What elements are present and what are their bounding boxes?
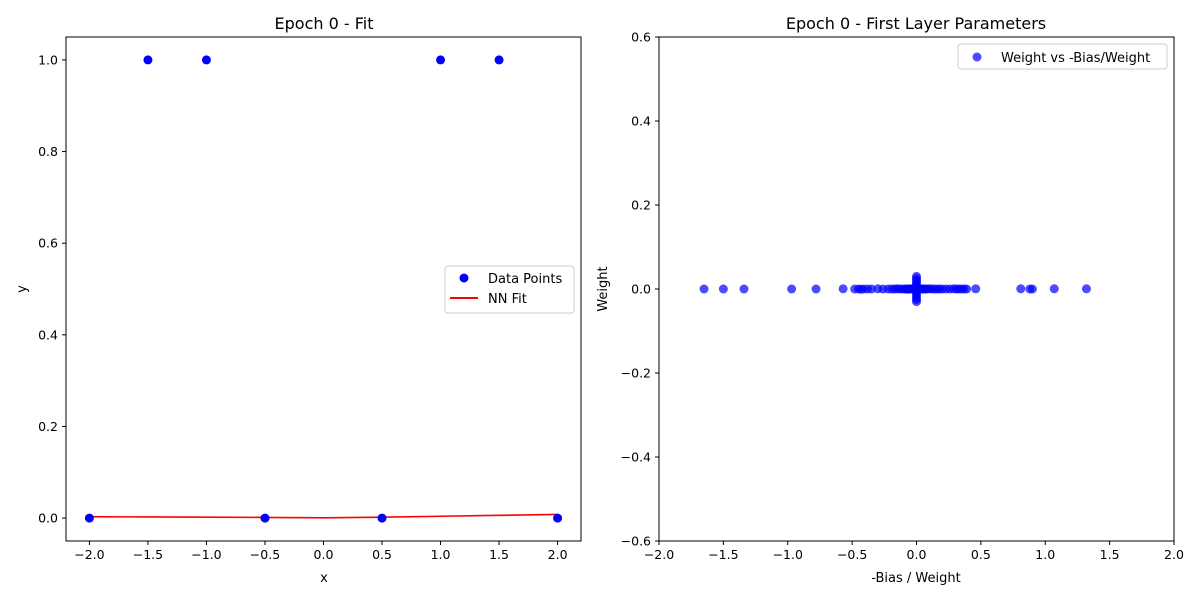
fit-chart-y-label: y xyxy=(15,285,30,293)
fit-chart: Epoch 0 - Fit −2.0 −1.5 −1.0 −0.5 0.0 0.5 1.0 1… xyxy=(15,14,582,586)
data-point xyxy=(143,55,153,65)
parameter-point xyxy=(1016,284,1026,294)
data-point xyxy=(436,55,446,65)
data-point xyxy=(377,513,387,523)
parameters-chart-legend-box xyxy=(957,43,1168,70)
legend-data-points-label: Data Points xyxy=(488,272,562,287)
y-tick-label: −0.2 xyxy=(621,366,651,381)
x-tick-label: −2.0 xyxy=(644,547,674,562)
x-tick-label: −1.0 xyxy=(191,547,221,562)
parameter-point xyxy=(866,284,876,294)
x-tick-label: −0.5 xyxy=(837,547,867,562)
parameter-point xyxy=(1049,284,1059,294)
fit-chart-x-label: x xyxy=(320,571,328,586)
nn-fit-line xyxy=(89,513,558,519)
x-tick-label: 1.5 xyxy=(1100,547,1120,562)
parameter-point xyxy=(1081,284,1091,294)
parameters-chart-title: Epoch 0 - First Layer Parameters xyxy=(786,14,1046,33)
y-tick-label: 0.4 xyxy=(38,327,58,342)
parameter-point xyxy=(787,284,797,294)
y-tick-label: 1.0 xyxy=(38,52,58,67)
x-tick-label: 0.0 xyxy=(314,547,334,562)
fit-chart-title: Epoch 0 - Fit xyxy=(275,14,374,33)
fit-chart-y-ticks: 0.0 0.2 0.4 0.6 0.8 1.0 xyxy=(38,52,66,526)
parameter-point xyxy=(811,284,821,294)
x-tick-label: 0.5 xyxy=(372,547,392,562)
data-point xyxy=(494,55,504,65)
y-tick-label: 0.8 xyxy=(38,144,58,159)
data-point xyxy=(553,513,563,523)
fit-chart-plot-area xyxy=(84,55,563,523)
x-tick-label: −0.5 xyxy=(250,547,280,562)
data-point xyxy=(260,513,270,523)
legend-weight-marker xyxy=(972,52,982,62)
data-point xyxy=(84,513,94,523)
fit-chart-x-ticks: −2.0 −1.5 −1.0 −0.5 0.0 0.5 1.0 1.5 2.0 xyxy=(74,541,568,562)
x-tick-label: −1.0 xyxy=(773,547,803,562)
x-tick-label: 0.5 xyxy=(971,547,991,562)
legend-data-points-marker xyxy=(459,273,469,283)
parameter-point xyxy=(912,297,921,307)
parameter-point xyxy=(838,284,848,294)
fit-chart-legend-box xyxy=(444,265,575,314)
x-tick-label: 1.0 xyxy=(431,547,451,562)
parameter-point xyxy=(718,284,728,294)
parameter-point xyxy=(1027,284,1037,294)
x-tick-label: 2.0 xyxy=(1164,547,1184,562)
y-tick-label: 0.0 xyxy=(38,511,58,526)
y-tick-label: 0.6 xyxy=(38,236,58,251)
parameters-chart-x-label: -Bias / Weight xyxy=(871,571,960,586)
y-tick-label: 0.2 xyxy=(631,198,651,213)
parameters-chart-plot-area xyxy=(699,271,1091,307)
y-tick-label: 0.0 xyxy=(631,282,651,297)
parameters-chart-legend: Weight vs -Bias/Weight xyxy=(957,43,1168,70)
parameters-chart-y-ticks: −0.6 −0.4 −0.2 0.0 0.2 0.4 0.6 xyxy=(621,30,659,549)
x-tick-label: 1.5 xyxy=(489,547,509,562)
x-tick-label: −1.5 xyxy=(708,547,738,562)
parameters-chart-y-label: Weight xyxy=(596,266,611,311)
x-tick-label: 2.0 xyxy=(548,547,568,562)
legend-nn-fit-label: NN Fit xyxy=(488,292,527,307)
legend-weight-label: Weight vs -Bias/Weight xyxy=(1001,51,1150,66)
parameters-chart-x-ticks: −2.0 −1.5 −1.0 −0.5 0.0 0.5 1.0 1.5 2.0 xyxy=(644,541,1184,562)
parameters-chart: Epoch 0 - First Layer Parameters −2.0 −1.… xyxy=(596,14,1184,586)
y-tick-label: 0.6 xyxy=(631,30,651,45)
x-tick-label: 1.0 xyxy=(1035,547,1055,562)
parameter-point xyxy=(739,284,749,294)
fit-chart-legend: Data Points NN Fit xyxy=(444,265,575,314)
x-tick-label: −2.0 xyxy=(74,547,104,562)
y-tick-label: 0.2 xyxy=(38,419,58,434)
x-tick-label: 0.0 xyxy=(907,547,927,562)
y-tick-label: −0.4 xyxy=(621,450,651,465)
parameter-point xyxy=(971,284,981,294)
y-tick-label: −0.6 xyxy=(621,534,651,549)
parameter-point xyxy=(699,284,709,294)
parameter-point xyxy=(962,284,972,294)
data-point xyxy=(201,55,211,65)
y-tick-label: 0.4 xyxy=(631,114,651,129)
x-tick-label: −1.5 xyxy=(133,547,163,562)
